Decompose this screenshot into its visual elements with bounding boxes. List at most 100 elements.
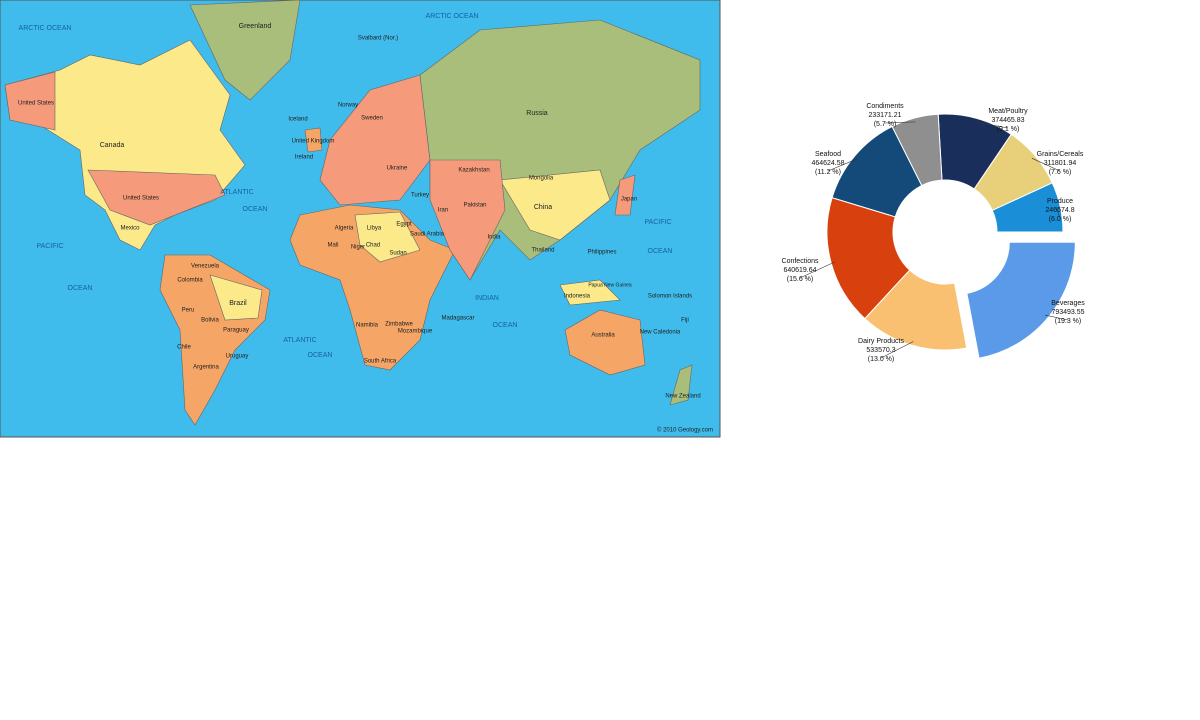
ocean-label: INDIAN bbox=[475, 295, 499, 302]
country-label: United States bbox=[123, 196, 159, 202]
greenland bbox=[189, 0, 301, 101]
country-label: Solomon Islands bbox=[648, 294, 692, 300]
slice-value: 311801.94 bbox=[1044, 160, 1077, 167]
uk bbox=[304, 127, 323, 153]
slice-name: Confections bbox=[782, 258, 819, 265]
leader-line bbox=[1044, 314, 1069, 321]
ocean-label: PACIFIC bbox=[644, 219, 671, 226]
country-label: Brazil bbox=[229, 300, 247, 307]
ocean-label: OCEAN bbox=[648, 248, 673, 255]
new-zealand bbox=[669, 364, 693, 406]
slice-percent: (11.2 %) bbox=[815, 169, 841, 176]
country-label: Namibia bbox=[356, 323, 379, 329]
country-label: Algeria bbox=[335, 226, 354, 232]
slice-value: 374465.83 bbox=[991, 117, 1024, 124]
slice-percent: (5.7 %) bbox=[874, 121, 897, 128]
country-label: Norway bbox=[338, 103, 358, 109]
slice-value: 246574.8 bbox=[1045, 207, 1074, 214]
slice bbox=[864, 269, 968, 351]
country-label: Libya bbox=[367, 226, 382, 232]
country-label: Madagascar bbox=[441, 316, 474, 322]
country-label: Svalbard (Nor.) bbox=[358, 36, 398, 42]
country-label: Australia bbox=[591, 333, 615, 339]
country-label: Mali bbox=[327, 243, 338, 249]
slice bbox=[966, 241, 1076, 359]
country-label: Turkey bbox=[411, 193, 429, 199]
country-label: Sudan bbox=[389, 251, 406, 257]
leader-line bbox=[1031, 158, 1061, 172]
country-label: United Kingdom bbox=[292, 139, 335, 145]
china bbox=[499, 169, 611, 241]
slice-percent: (15.6 %) bbox=[787, 276, 813, 283]
country-label: Greenland bbox=[239, 23, 272, 30]
ocean-label: ATLANTIC bbox=[283, 337, 316, 344]
world-map: ARCTIC OCEAN Greenland Svalbard (Nor.) ARCT… bbox=[0, 0, 721, 438]
leader-line bbox=[827, 158, 858, 172]
middle-east bbox=[429, 159, 506, 281]
country-label: Bolivia bbox=[201, 318, 219, 324]
slice-percent: (6.0 %) bbox=[1049, 216, 1072, 223]
country-label: Fiji bbox=[681, 318, 689, 324]
country-label: Indonesia bbox=[564, 294, 591, 300]
slice-percent: (9.1 %) bbox=[997, 126, 1020, 133]
country-label: Pakistan bbox=[463, 203, 486, 209]
usa bbox=[87, 169, 226, 226]
ocean-label: ATLANTIC bbox=[220, 189, 253, 196]
slice-value: 640619.64 bbox=[783, 267, 816, 274]
country-label: Philippines bbox=[587, 250, 616, 256]
country-label: Ireland bbox=[295, 155, 313, 161]
country-label: Saudi Arabia bbox=[410, 232, 445, 238]
ocean-label: OCEAN bbox=[68, 285, 93, 292]
country-label: Mozambique bbox=[398, 329, 433, 335]
country-label: Chad bbox=[366, 243, 380, 249]
country-label: Japan bbox=[621, 197, 637, 203]
ocean-label: ARCTIC OCEAN bbox=[19, 25, 72, 32]
country-label: Iran bbox=[438, 208, 448, 214]
country-label: Venezuela bbox=[191, 264, 220, 270]
slice-name: Dairy Products bbox=[858, 338, 904, 345]
country-label: Thailand bbox=[531, 248, 554, 254]
country-label: Egypt bbox=[396, 222, 412, 228]
north-africa bbox=[354, 211, 421, 263]
ocean-label: PACIFIC bbox=[36, 243, 63, 250]
ocean-label: OCEAN bbox=[243, 206, 268, 213]
slice-name: Condiments bbox=[866, 103, 904, 110]
leader-line bbox=[975, 121, 1009, 129]
country-label: Argentina bbox=[193, 365, 219, 371]
ocean-label: ARCTIC OCEAN bbox=[426, 13, 479, 20]
country-label: Peru bbox=[182, 308, 195, 314]
country-label: Colombia bbox=[177, 278, 203, 284]
country-label: Sweden bbox=[361, 116, 383, 122]
slice-name: Beverages bbox=[1051, 300, 1085, 307]
country-label: Russia bbox=[526, 110, 548, 117]
country-label: Papua New Guinea bbox=[588, 282, 632, 288]
slice-name: Meat/Poultry bbox=[988, 108, 1028, 115]
slice-name: Produce bbox=[1047, 198, 1073, 205]
country-label: Zimbabwe bbox=[385, 322, 413, 328]
country-label: Chile bbox=[177, 345, 191, 351]
country-label: © 2010 Geology.com bbox=[657, 427, 713, 434]
slice-value: 233171.21 bbox=[868, 112, 901, 119]
country-label: United States bbox=[18, 101, 54, 107]
slice-name: Grains/Cereals bbox=[1037, 151, 1084, 158]
country-label: New Caledonia bbox=[640, 330, 681, 336]
slice-percent: (7.6 %) bbox=[1049, 169, 1072, 176]
slice-value: 464624.58 bbox=[811, 160, 844, 167]
country-label: Mexico bbox=[120, 226, 140, 232]
ocean-label: OCEAN bbox=[493, 322, 518, 329]
slice-value: 793493.55 bbox=[1051, 309, 1084, 316]
leader-line bbox=[1056, 207, 1061, 219]
ocean-label: OCEAN bbox=[308, 352, 333, 359]
country-label: Ukraine bbox=[387, 166, 408, 172]
country-label: Iceland bbox=[288, 117, 307, 123]
indonesia bbox=[559, 279, 621, 306]
donut-chart: Produce 246574.8 (6.0 %) Grains/Cereals 3118… bbox=[782, 103, 1086, 363]
slice-percent: (19.3 %) bbox=[1055, 318, 1081, 325]
country-label: Niger bbox=[351, 245, 365, 251]
country-label: India bbox=[487, 235, 501, 241]
slice-value: 533570.3 bbox=[866, 347, 895, 354]
leader-line bbox=[884, 121, 916, 124]
brazil bbox=[209, 274, 263, 321]
